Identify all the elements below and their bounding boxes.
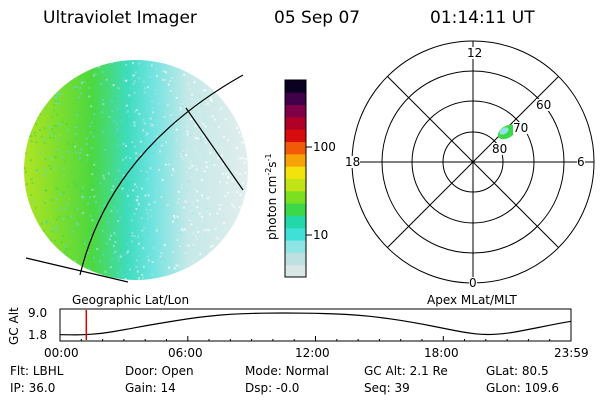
- xtick-2359: 23:59: [554, 346, 589, 360]
- gc-alt-field: GC Alt: 2.1 Re: [364, 364, 448, 378]
- polar-caption: Apex MLat/MLT: [427, 293, 517, 307]
- ip-field: IP: 36.0: [10, 381, 56, 395]
- dsp-field: Dsp: -0.0: [245, 381, 300, 395]
- date-label: 05 Sep 07: [274, 8, 361, 28]
- colorbar-segment: [285, 178, 306, 192]
- colorbar-segment: [285, 252, 306, 266]
- colorbar-segment: [285, 141, 306, 155]
- colorbar-segment: [285, 240, 306, 253]
- altitude-curve: [59, 312, 572, 336]
- ytick-9: 9.0: [28, 306, 48, 320]
- gain-field: Gain: 14: [125, 381, 176, 395]
- colorbar-tick-10: 10: [313, 228, 329, 242]
- colorbar-segment: [285, 190, 306, 204]
- timeline-ylabel: GC Alt: [7, 307, 21, 345]
- colorbar-segment: [285, 153, 306, 167]
- mlt-label-18: 18: [345, 155, 361, 169]
- door-field: Door: Open: [125, 364, 194, 378]
- mode-field: Mode: Normal: [245, 364, 329, 378]
- xtick-0000: 00:00: [44, 346, 79, 360]
- lat-label-80: 80: [492, 142, 508, 156]
- ytick-1.8: 1.8: [28, 328, 48, 342]
- filter-field: Flt: LBHL: [10, 364, 64, 378]
- colorbar-segment: [285, 264, 306, 278]
- lat-label-60: 60: [536, 98, 552, 112]
- mlt-label-12: 12: [467, 46, 483, 60]
- xtick-1800: 18:00: [424, 346, 459, 360]
- glon-field: GLon: 109.6: [486, 381, 559, 395]
- geo-caption: Geographic Lat/Lon: [72, 293, 190, 307]
- instrument-title: Ultraviolet Imager: [43, 8, 197, 28]
- seq-field: Seq: 39: [364, 381, 410, 395]
- mlt-label-6: 6: [577, 155, 585, 169]
- xtick-1200: 12:00: [295, 346, 330, 360]
- colorbar-segment: [285, 203, 306, 216]
- colorbar-segment: [285, 80, 306, 93]
- colorbar-segment: [285, 129, 306, 143]
- xtick-0600: 06:00: [168, 346, 203, 360]
- colorbar-tick-100: 100: [313, 140, 336, 154]
- colorbar-segment: [285, 104, 306, 118]
- colorbar-segment: [285, 227, 306, 241]
- mlt-label-0: 0: [469, 276, 477, 290]
- glat-field: GLat: 80.5: [486, 364, 549, 378]
- colorbar-segment: [285, 116, 306, 130]
- lat-label-70: 70: [513, 121, 529, 135]
- colorbar-segment: [285, 166, 306, 179]
- colorbar-segment: [285, 215, 306, 229]
- time-label: 01:14:11 UT: [430, 8, 535, 28]
- colorbar-segment: [285, 92, 306, 106]
